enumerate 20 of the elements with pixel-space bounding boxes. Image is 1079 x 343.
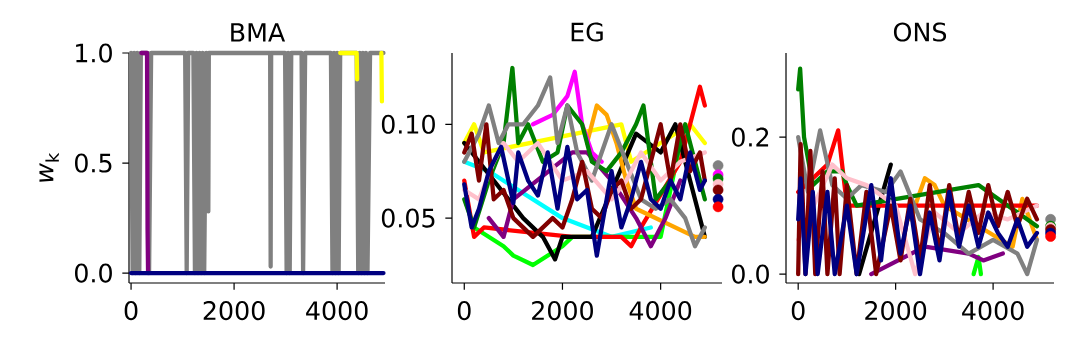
y-tick-label: 0.10 — [381, 114, 435, 134]
y-tick-label: 0.5 — [75, 153, 112, 173]
x-tick-label: 2000 — [865, 301, 927, 321]
x-tick-label: 4000 — [306, 301, 368, 321]
y-tick-label: 0.0 — [75, 263, 112, 283]
y-tick-label: 0.05 — [381, 208, 435, 228]
y-tick-label: 0.0 — [732, 264, 769, 284]
x-tick-label: 0 — [457, 301, 471, 321]
y-tick-label: 0.2 — [732, 127, 769, 147]
x-tick-label: 0 — [791, 301, 805, 321]
x-tick-label: 0 — [124, 301, 138, 321]
x-tick-label: 2000 — [203, 301, 265, 321]
chart-title: BMA — [231, 23, 286, 42]
chart-title: ONS — [893, 22, 947, 42]
chart-title: EG — [571, 22, 603, 42]
x-tick-label: 4000 — [629, 301, 692, 321]
x-tick-label: 2000 — [532, 301, 593, 321]
x-tick-label: 4000 — [962, 301, 1024, 321]
y-tick-label: 1.0 — [76, 43, 112, 63]
y-axis-title: w$_{k}$ — [39, 152, 59, 182]
